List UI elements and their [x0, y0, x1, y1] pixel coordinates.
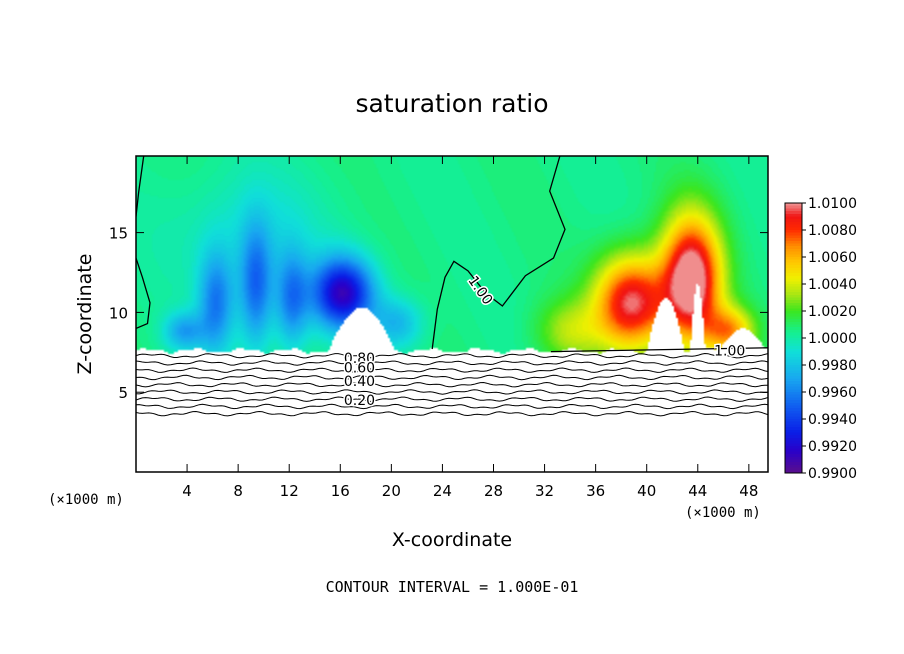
contour-line-1.00-1 [136, 257, 151, 329]
contour-line-0.8 [136, 360, 768, 366]
chart-title: saturation ratio [355, 89, 548, 118]
x-tick-label: 20 [382, 482, 401, 500]
contour-line-1.00-0 [136, 156, 145, 217]
colorbar-label: 0.9900 [808, 466, 857, 482]
x-unit-right: (×1000 m) [685, 505, 761, 521]
contour-lines [136, 156, 768, 417]
colorbar-label: 1.0000 [808, 331, 857, 347]
contour-label: 0.80 [344, 351, 375, 367]
x-tick-label: 36 [586, 482, 605, 500]
colorbar-label: 0.9960 [808, 385, 857, 401]
heatmap-field [136, 156, 768, 472]
heatmap-raster [136, 156, 768, 472]
colorbar-label: 0.9940 [808, 412, 857, 428]
y-tick-label: 10 [109, 304, 128, 322]
contour-line-0.7 [136, 367, 768, 373]
colorbar-label: 1.0080 [808, 223, 857, 239]
colorbar-label: 1.0100 [808, 196, 857, 212]
contour-line-0.1 [136, 410, 768, 417]
colorbar-label: 1.0060 [808, 250, 857, 266]
y-tick-label: 5 [118, 384, 128, 402]
plot-frame [135, 155, 769, 473]
x-tick-label: 8 [233, 482, 243, 500]
x-tick-label: 16 [331, 482, 350, 500]
x-tick-label: 32 [535, 482, 554, 500]
contour-line-0.3 [136, 396, 768, 402]
y-tick-label: 15 [109, 225, 128, 243]
y-axis-label: Z-coordinate [74, 254, 96, 375]
contour-label: 0.60 [344, 360, 375, 376]
y-axis-ticks: 5 10 15 [109, 225, 768, 402]
contour-interval-note: CONTOUR INTERVAL = 1.000E-01 [326, 578, 579, 596]
x-unit-left: (×1000 m) [48, 492, 124, 508]
x-tick-label: 44 [688, 482, 707, 500]
contour-line-1.00-2 [431, 156, 566, 350]
contour-line-1.00-base [550, 347, 768, 353]
contour-label: 1.00 [714, 344, 745, 360]
x-axis-label: X-coordinate [392, 529, 512, 551]
contour-label: 0.20 [344, 393, 375, 409]
colorbar-label: 0.9920 [808, 439, 857, 455]
x-tick-label: 48 [739, 482, 758, 500]
colorbar-label: 0.9980 [808, 358, 857, 374]
contour-label: 0.40 [344, 374, 375, 390]
x-tick-label: 28 [484, 482, 503, 500]
contour-line-0.9 [136, 352, 768, 359]
colorbar-labels: 1.0100 1.0080 1.0060 1.0040 1.0020 1.0000 0.99… [802, 196, 857, 482]
colorbar-gradient [785, 203, 802, 473]
x-axis-ticks: 4 8 12 16 20 24 28 32 36 40 44 48 [182, 156, 758, 500]
contour-line-0.4 [136, 389, 768, 395]
contour-line-0.2 [136, 403, 768, 410]
colorbar-label: 1.0040 [808, 277, 857, 293]
x-tick-label: 40 [637, 482, 656, 500]
x-tick-label: 4 [182, 482, 192, 500]
x-tick-label: 12 [280, 482, 299, 500]
colorbar-label: 1.0020 [808, 304, 857, 320]
x-tick-label: 24 [433, 482, 452, 500]
colorbar: 1.0100 1.0080 1.0060 1.0040 1.0020 1.0000 0.99… [784, 196, 857, 482]
contour-line-0.5 [136, 381, 768, 388]
contour-line-0.6 [136, 374, 768, 381]
